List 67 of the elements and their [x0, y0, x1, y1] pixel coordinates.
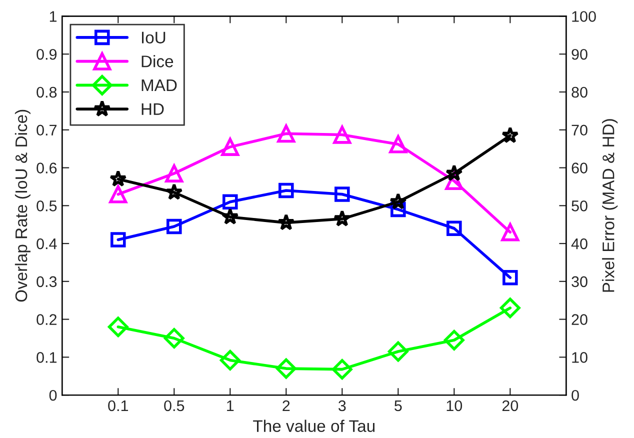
point — [165, 183, 183, 200]
y-tick-label: 0.5 — [36, 200, 57, 212]
point — [109, 185, 128, 204]
point — [500, 298, 520, 318]
y2-tick-label: 0 — [572, 390, 579, 401]
point — [277, 124, 296, 143]
point — [446, 164, 463, 182]
x-tick-label: 0.5 — [164, 400, 184, 412]
y-tick-label: 0.4 — [36, 238, 57, 250]
y-tick-label: 0.7 — [36, 124, 57, 136]
y-tick-label: 0.3 — [36, 276, 57, 288]
x-tick-label: 20 — [502, 400, 518, 412]
point — [332, 359, 352, 380]
point — [109, 170, 127, 187]
y2-tick-label: 50 — [572, 200, 588, 212]
point — [277, 214, 295, 230]
point — [501, 223, 520, 242]
point — [389, 192, 407, 210]
point — [276, 358, 296, 379]
point — [108, 316, 128, 338]
x-tick-label: 0.1 — [108, 400, 128, 412]
y2-tick-label: 70 — [572, 124, 588, 136]
legend-label: MAD — [142, 80, 177, 92]
point — [222, 194, 238, 210]
x-tick-label: 10 — [446, 400, 462, 412]
legend-label: Dice — [142, 55, 174, 68]
legend-label: IoU — [142, 32, 166, 44]
point — [334, 186, 350, 202]
y2-axis-title: Pixel Error (MAD & HD) — [602, 119, 618, 292]
point — [278, 182, 294, 198]
point — [333, 126, 352, 144]
y-tick-label: 1 — [50, 11, 57, 22]
point — [446, 220, 462, 236]
y2-tick-label: 60 — [572, 162, 588, 174]
y2-tick-label: 90 — [572, 48, 588, 60]
y-tick-label: 0.1 — [36, 352, 57, 363]
point — [110, 232, 126, 248]
point — [389, 135, 408, 154]
legend-label: HD — [142, 103, 164, 115]
x-tick-label: 3 — [338, 400, 346, 412]
y2-tick-label: 10 — [572, 352, 588, 363]
y2-tick-label: 40 — [571, 238, 588, 250]
y-tick-label: 0 — [49, 390, 57, 401]
point — [221, 138, 240, 156]
y-tick-label: 0.8 — [36, 86, 57, 98]
point — [220, 350, 240, 370]
point — [388, 341, 408, 362]
y-tick-label: 0.2 — [36, 314, 57, 325]
point — [502, 270, 518, 286]
y-tick-label: 0.6 — [36, 162, 57, 174]
point — [221, 208, 239, 225]
point — [502, 126, 519, 144]
point — [164, 328, 184, 348]
point — [165, 164, 184, 182]
y-axis-title: Overlap Rate (IoU & Dice) — [14, 110, 30, 302]
x-axis-title: The value of Tau — [253, 420, 375, 432]
point — [444, 330, 464, 350]
y2-tick-label: 30 — [572, 276, 588, 288]
x-tick-label: 1 — [227, 400, 234, 412]
y2-tick-label: 20 — [572, 314, 588, 325]
y-tick-label: 0.9 — [36, 48, 57, 60]
y2-tick-label: 100 — [572, 11, 596, 22]
x-tick-label: 5 — [394, 400, 402, 412]
point — [166, 218, 182, 234]
x-tick-label: 2 — [282, 400, 290, 412]
y2-tick-label: 80 — [572, 86, 588, 98]
point — [333, 210, 351, 226]
